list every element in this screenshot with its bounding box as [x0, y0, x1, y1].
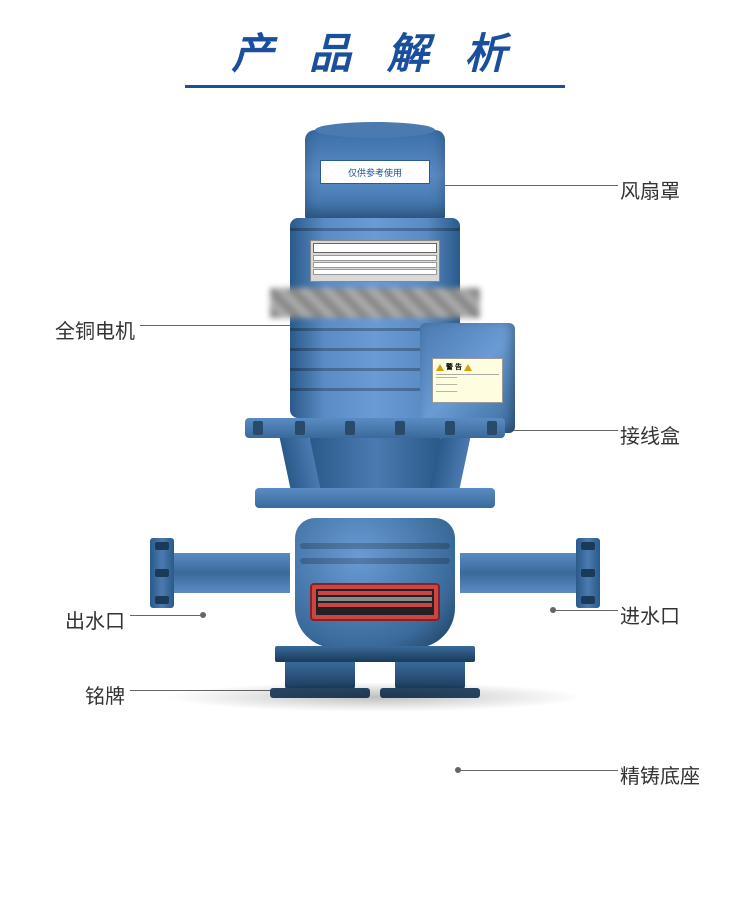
- fan-label-plate: 仅供参考使用: [320, 160, 430, 184]
- line-base: [460, 770, 618, 771]
- label-outlet: 出水口: [65, 605, 125, 634]
- fan-cover: 仅供参考使用: [305, 130, 445, 220]
- label-junction-box: 接线盒: [620, 420, 680, 449]
- inlet-port: [460, 538, 600, 608]
- ground-shadow: [165, 682, 585, 712]
- dot-outlet: [200, 612, 206, 618]
- upper-flange: [245, 418, 505, 438]
- label-nameplate: 铭牌: [85, 680, 125, 709]
- pump-base: [275, 646, 475, 662]
- motor-spec-plate: [310, 240, 440, 282]
- label-motor: 全铜电机: [55, 315, 135, 344]
- label-inlet: 进水口: [620, 600, 680, 629]
- motor-rib: [290, 228, 460, 231]
- pump-neck: [310, 438, 440, 488]
- lower-flange: [255, 488, 495, 508]
- page-title: 产 品 解 析: [0, 0, 750, 81]
- outlet-port: [150, 538, 290, 608]
- title-underline: [185, 85, 565, 88]
- fan-top: [315, 122, 435, 138]
- label-base: 精铸底座: [620, 760, 700, 789]
- pump-casing: [265, 508, 485, 648]
- line-inlet: [555, 610, 618, 611]
- dot-base: [455, 767, 461, 773]
- motor-body: 警 告 ───────────────: [290, 218, 460, 418]
- product-diagram: 风扇罩 接线盒 进水口 精铸底座 全铜电机 出水口 铭牌 仅供参考使用: [0, 110, 750, 906]
- label-fan-cover: 风扇罩: [620, 175, 680, 204]
- junction-box-label: 警 告 ───────────────: [432, 358, 503, 403]
- pump-illustration: 仅供参考使用 警 告 ───────────────: [245, 130, 505, 662]
- line-outlet: [130, 615, 200, 616]
- pump-nameplate: [310, 583, 440, 621]
- junction-box: 警 告 ───────────────: [420, 323, 515, 433]
- censored-region: [270, 288, 480, 318]
